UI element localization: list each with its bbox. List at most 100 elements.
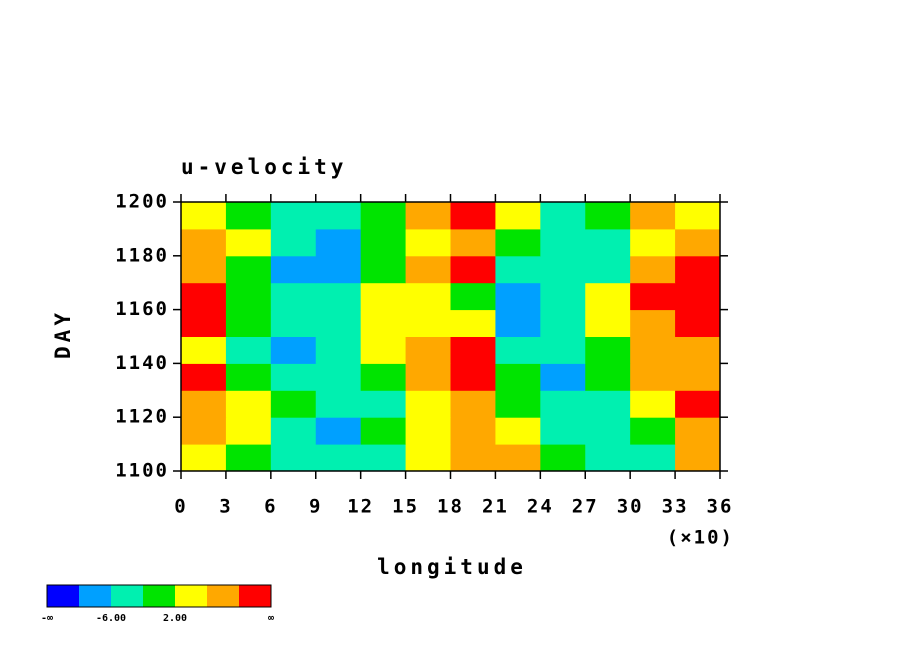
contour-cell <box>585 444 631 472</box>
contour-cell <box>225 417 272 445</box>
contour-cell <box>675 309 721 337</box>
contour-cell <box>315 228 362 257</box>
contour-cell <box>450 228 496 257</box>
x-tick-label: 36 <box>707 496 734 518</box>
contour-cell <box>360 255 407 284</box>
y-tick-label: 1140 <box>115 352 169 374</box>
contour-cell <box>405 309 451 337</box>
contour-cell <box>450 255 496 284</box>
y-tick-label: 1200 <box>115 191 169 213</box>
contour-cell <box>181 228 227 257</box>
contour-cell <box>181 363 227 391</box>
contour-cell <box>405 336 451 364</box>
contour-cell <box>495 363 541 391</box>
x-axis-label: longitude <box>377 555 527 579</box>
contour-cell <box>495 336 541 364</box>
contour-cell <box>360 202 407 230</box>
contour-cell <box>585 255 631 284</box>
contour-cell <box>675 417 721 445</box>
colorbar-box <box>47 585 79 607</box>
contour-cell <box>225 255 272 284</box>
contour-cell <box>630 390 676 418</box>
x-tick-label: 12 <box>347 496 374 518</box>
colorbar-box <box>207 585 239 607</box>
contour-cell <box>360 228 407 257</box>
contour-cell <box>270 282 317 311</box>
contour-cell <box>270 309 317 337</box>
contour-cell <box>630 417 676 445</box>
contour-cell <box>540 363 586 391</box>
contour-cell <box>450 202 496 230</box>
contour-cell <box>315 363 362 391</box>
contour-cell <box>360 363 407 391</box>
contour-cell <box>225 336 272 364</box>
contour-cell <box>630 309 676 337</box>
contour-cell <box>540 228 586 257</box>
contour-cell <box>360 390 407 418</box>
contour-cell <box>630 202 676 230</box>
colorbar-box <box>175 585 207 607</box>
x-tick-label: 21 <box>482 496 509 518</box>
y-tick-label: 1100 <box>115 460 169 482</box>
contour-cell <box>450 390 496 418</box>
contour-cell <box>270 255 317 284</box>
contour-cell <box>181 417 227 445</box>
contour-cell <box>675 228 721 257</box>
x-tick-label: 0 <box>174 496 187 518</box>
contour-cell <box>405 228 451 257</box>
y-axis-label: DAY <box>51 309 75 359</box>
contour-cell <box>585 228 631 257</box>
contour-cell <box>270 444 317 472</box>
contour-cell <box>450 417 496 445</box>
contour-cell <box>225 363 272 391</box>
x-tick-label: 6 <box>264 496 277 518</box>
contour-cell <box>450 309 496 337</box>
colorbar-frame <box>46 584 272 608</box>
colorbar-box <box>143 585 175 607</box>
contour-cell <box>540 202 586 230</box>
chart-title: u-velocity <box>181 155 347 179</box>
x-tick-label: 3 <box>219 496 232 518</box>
contour-cell <box>675 202 721 230</box>
contour-cell <box>630 363 676 391</box>
contour-cell <box>405 255 451 284</box>
contour-cell <box>540 390 586 418</box>
y-tick-label: 1120 <box>115 406 169 428</box>
contour-cell <box>181 282 227 311</box>
contour-cell <box>225 228 272 257</box>
contour-cell <box>630 336 676 364</box>
contour-cell <box>630 282 676 311</box>
contour-cell <box>585 202 631 230</box>
contour-cell <box>495 202 541 230</box>
contour-cell <box>225 390 272 418</box>
contour-cell <box>181 444 227 472</box>
contour-cell <box>270 228 317 257</box>
contour-cell <box>630 228 676 257</box>
contour-cell <box>181 255 227 284</box>
contour-cell <box>360 417 407 445</box>
contour-cell <box>675 282 721 311</box>
contour-cell <box>181 336 227 364</box>
contour-cell <box>540 282 586 311</box>
contour-cell <box>315 309 362 337</box>
contour-cell <box>495 228 541 257</box>
contour-cell <box>540 417 586 445</box>
contour-cell <box>495 390 541 418</box>
contour-cell <box>360 309 407 337</box>
contour-cell <box>450 363 496 391</box>
contour-cell <box>315 255 362 284</box>
contour-cell <box>405 202 451 230</box>
contour-cell <box>225 309 272 337</box>
contour-cell <box>315 336 362 364</box>
colorbar-box <box>79 585 111 607</box>
contour-cell <box>225 444 272 472</box>
colorbar-box <box>239 585 271 607</box>
contour-cell <box>405 282 451 311</box>
contour-cell <box>540 309 586 337</box>
contour-cell <box>315 444 362 472</box>
contour-cell <box>585 309 631 337</box>
contour-cell <box>495 444 541 472</box>
contour-cell <box>405 417 451 445</box>
contour-cell <box>675 390 721 418</box>
